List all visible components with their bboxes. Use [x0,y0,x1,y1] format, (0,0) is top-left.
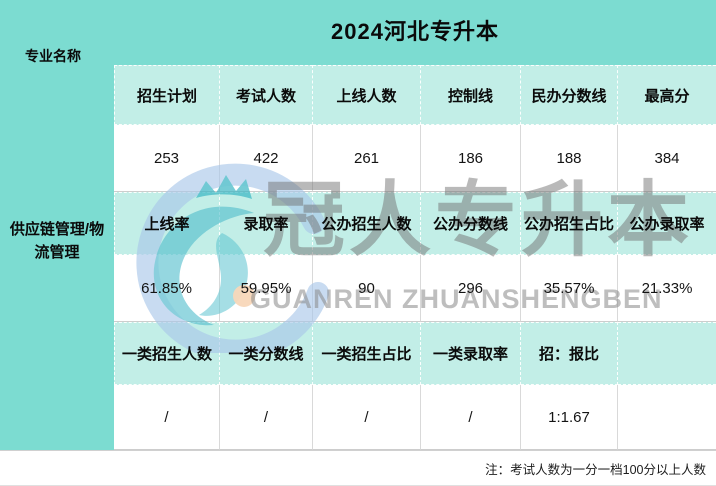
header-cell: 一类分数线 [220,322,313,385]
value-cell: / [220,385,313,450]
header-cell: 一类招生人数 [114,322,220,385]
header-cell: 上线人数 [313,65,421,125]
header-cell: 控制线 [421,65,521,125]
header-row-2: 上线率 录取率 公办招生人数 公办分数线 公办招生占比 公办录取率 [114,192,716,255]
stats-table: 招生计划 考试人数 上线人数 控制线 民办分数线 最高分 253 422 261… [114,65,716,450]
value-row-2: 61.85% 59.95% 90 296 35.57% 21.33% [114,255,716,322]
major-column-label: 专业名称 [25,48,81,64]
value-row-3: / / / / 1:1.67 [114,385,716,450]
value-cell-empty [618,385,716,450]
header-cell: 公办招生人数 [313,192,421,255]
value-cell: 384 [618,125,716,192]
value-cell: / [114,385,220,450]
page-title: 2024河北专升本 [331,19,499,44]
footnote-strip: 注：考试人数为一分一档100分以上人数 [0,450,716,486]
header-cell: 民办分数线 [521,65,618,125]
footnote-text: 注：考试人数为一分一档100分以上人数 [485,462,706,477]
header-cell: 上线率 [114,192,220,255]
value-cell: 21.33% [618,255,716,322]
value-cell: 1:1.67 [521,385,618,450]
major-name: 供应链管理/物流管理 [9,221,105,262]
value-cell: 59.95% [220,255,313,322]
header-row-3: 一类招生人数 一类分数线 一类招生占比 一类录取率 招：报比 [114,322,716,385]
header-cell: 招：报比 [521,322,618,385]
value-cell: 261 [313,125,421,192]
value-cell: / [421,385,521,450]
value-row-1: 253 422 261 186 188 384 [114,125,716,192]
value-cell: 61.85% [114,255,220,322]
header-cell-empty [618,322,716,385]
header-cell: 考试人数 [220,65,313,125]
value-cell: 186 [421,125,521,192]
header-row-1: 招生计划 考试人数 上线人数 控制线 民办分数线 最高分 [114,65,716,125]
value-cell: 422 [220,125,313,192]
value-cell: 90 [313,255,421,322]
header-cell: 公办分数线 [421,192,521,255]
value-cell: 35.57% [521,255,618,322]
header-cell: 公办招生占比 [521,192,618,255]
header-cell: 一类录取率 [421,322,521,385]
value-cell: 296 [421,255,521,322]
header-cell: 最高分 [618,65,716,125]
header-cell: 公办录取率 [618,192,716,255]
value-cell: 188 [521,125,618,192]
value-cell: / [313,385,421,450]
header-cell: 录取率 [220,192,313,255]
value-cell: 253 [114,125,220,192]
header-cell: 招生计划 [114,65,220,125]
header-cell: 一类招生占比 [313,322,421,385]
